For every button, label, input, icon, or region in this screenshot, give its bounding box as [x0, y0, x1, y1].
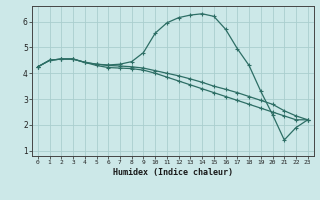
X-axis label: Humidex (Indice chaleur): Humidex (Indice chaleur) [113, 168, 233, 177]
